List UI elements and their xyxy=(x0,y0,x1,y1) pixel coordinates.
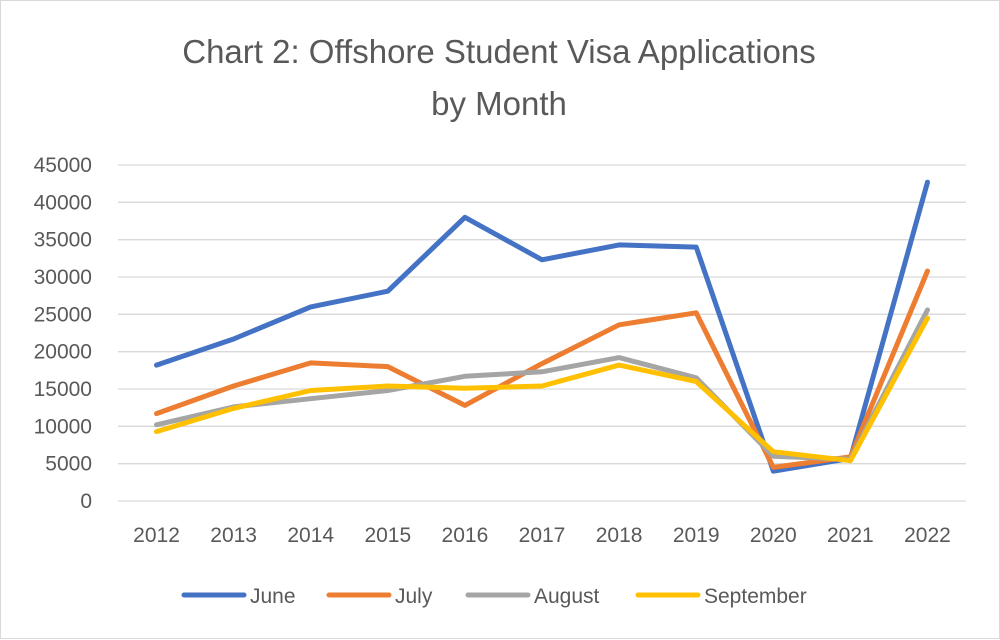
x-tick-label: 2020 xyxy=(750,524,797,547)
y-tick-label: 40000 xyxy=(34,191,92,214)
legend-label-july: July xyxy=(395,585,433,608)
series-line-june xyxy=(154,179,930,474)
chart-title: Chart 2: Offshore Student Visa Applicati… xyxy=(182,33,816,122)
y-tick-label: 25000 xyxy=(34,303,92,326)
x-tick-label: 2012 xyxy=(133,524,180,547)
plot-area xyxy=(154,179,930,474)
series-line-july xyxy=(154,268,930,470)
x-axis: 2012 2013 2014 2015 2016 2017 2018 2019 2020 2021… xyxy=(133,524,951,547)
x-tick-label: 2022 xyxy=(904,524,951,547)
x-tick-label: 2021 xyxy=(827,524,874,547)
legend: June July August September xyxy=(181,585,807,608)
y-tick-label: 45000 xyxy=(34,154,92,177)
series-line-september xyxy=(154,315,930,464)
y-tick-label: 10000 xyxy=(34,415,92,438)
x-tick-label: 2013 xyxy=(210,524,257,547)
legend-label-june: June xyxy=(250,585,296,608)
chart-title-line-2: by Month xyxy=(431,85,567,122)
y-tick-label: 35000 xyxy=(34,229,92,252)
x-tick-label: 2016 xyxy=(442,524,489,547)
y-tick-label: 20000 xyxy=(34,341,92,364)
x-tick-label: 2018 xyxy=(596,524,643,547)
legend-label-august: August xyxy=(534,585,600,608)
x-tick-label: 2015 xyxy=(364,524,411,547)
x-tick-label: 2017 xyxy=(519,524,566,547)
legend-label-september: September xyxy=(704,585,807,608)
chart-title-line-1: Chart 2: Offshore Student Visa Applicati… xyxy=(182,33,816,70)
y-axis: 0 5000 10000 15000 20000 25000 30000 35000 40000… xyxy=(34,154,92,513)
x-tick-label: 2014 xyxy=(287,524,334,547)
y-tick-label: 15000 xyxy=(34,378,92,401)
x-tick-label: 2019 xyxy=(673,524,720,547)
y-tick-label: 5000 xyxy=(45,453,92,476)
gridlines xyxy=(118,164,966,502)
y-tick-label: 0 xyxy=(80,490,92,513)
y-tick-label: 30000 xyxy=(34,266,92,289)
